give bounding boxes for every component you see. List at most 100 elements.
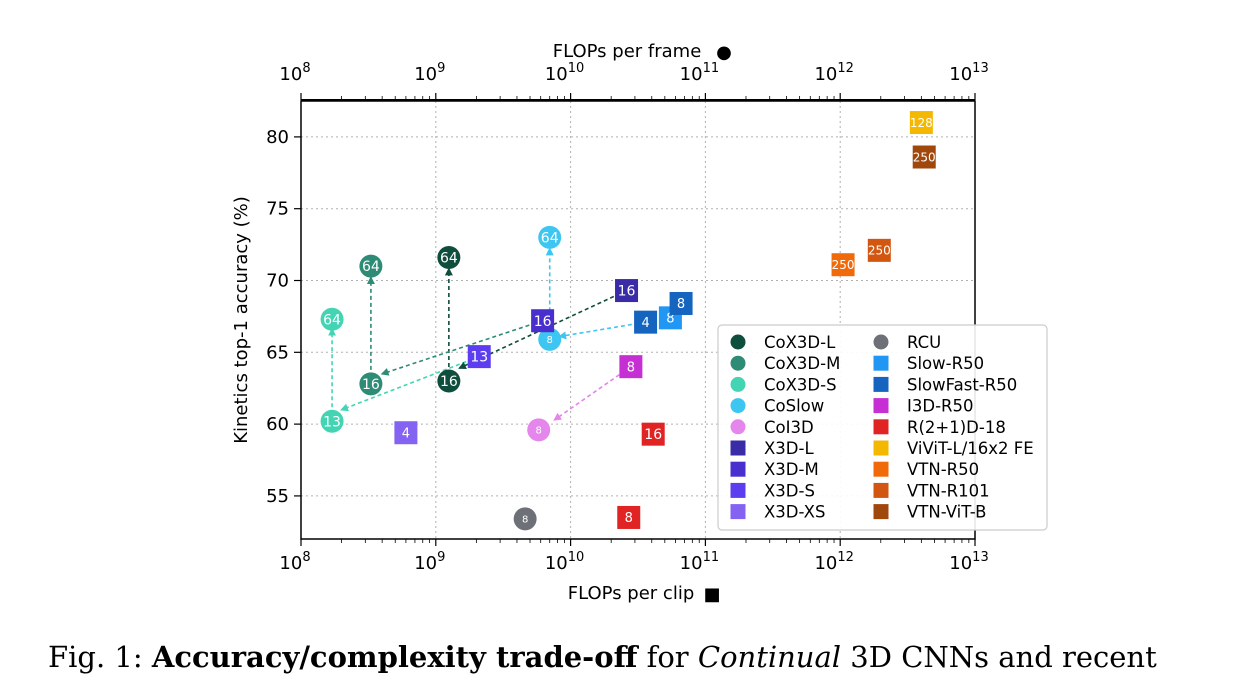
- legend-label: SlowFast-R50: [907, 375, 1017, 394]
- top-x-tick-label: 109: [414, 61, 445, 85]
- y-axis-label: Kinetics top-1 accuracy (%): [231, 196, 252, 444]
- legend-marker: [730, 376, 746, 392]
- legend-marker: [730, 504, 746, 520]
- point-label: 8: [522, 514, 528, 525]
- top-x-tick-label: 1013: [949, 61, 988, 85]
- point-marker: [359, 254, 383, 278]
- x-tick-label: 1011: [680, 550, 719, 574]
- y-tick-label: 80: [266, 127, 289, 148]
- caption-italic: Continual: [697, 640, 842, 674]
- point-marker: [831, 253, 855, 277]
- legend-label: I3D-R50: [907, 397, 973, 416]
- y-tick-label: 70: [266, 271, 289, 292]
- point-label: 4: [402, 426, 410, 441]
- point-label: 16: [534, 314, 552, 330]
- y-tick-label: 75: [266, 199, 289, 220]
- point-label: 13: [470, 350, 488, 366]
- legend-marker: [873, 482, 889, 498]
- point-marker: [669, 291, 693, 315]
- point-label: 128: [910, 116, 933, 130]
- point-marker: [531, 309, 555, 333]
- point-label: 16: [440, 374, 458, 390]
- caption-prefix: Fig. 1:: [48, 640, 152, 674]
- trade-off-arrow: [340, 355, 480, 412]
- point-marker: [619, 355, 643, 379]
- y-tick-label: 55: [266, 486, 289, 507]
- legend-label: CoI3D: [764, 418, 814, 437]
- point-marker: [359, 372, 383, 396]
- legend-marker: [730, 334, 746, 350]
- top-x-tick-label: 1011: [680, 61, 719, 85]
- top-x-tick-label: 1012: [814, 61, 853, 85]
- point-label: 64: [541, 230, 559, 246]
- legend-marker: [873, 504, 889, 520]
- point-label: 8: [666, 312, 674, 327]
- legend-label: CoX3D-M: [764, 354, 840, 373]
- point-label: 64: [362, 259, 380, 275]
- legend-marker: [873, 461, 889, 477]
- legend-label: Slow-R50: [907, 354, 984, 373]
- legend-label: ViViT-L/16x2 FE: [907, 439, 1034, 458]
- legend-marker: [730, 461, 746, 477]
- point-label: 64: [323, 312, 341, 328]
- point-marker: [513, 507, 537, 531]
- point-marker: [641, 422, 665, 446]
- point-marker: [320, 307, 344, 331]
- top-x-tick-label: 1010: [545, 61, 584, 85]
- x-tick-label: 109: [414, 550, 445, 574]
- x-axis-label: FLOPs per clip: [568, 583, 695, 604]
- point-marker: [437, 369, 461, 393]
- legend-marker: [873, 440, 889, 456]
- point-marker: [615, 279, 639, 303]
- legend-label: VTN-R50: [907, 460, 979, 479]
- point-label: 250: [868, 244, 891, 258]
- x-tick-label: 1012: [814, 550, 853, 574]
- caption-middle: for: [637, 640, 698, 674]
- legend-marker: [873, 355, 889, 371]
- legend-marker: [730, 440, 746, 456]
- legend-label: X3D-M: [764, 460, 819, 479]
- legend-marker: [730, 482, 746, 498]
- caption-suffix: 3D CNNs and recent: [841, 640, 1157, 674]
- point-label: 16: [644, 427, 662, 443]
- point-marker: [634, 310, 658, 334]
- legend-label: VTN-R101: [907, 481, 990, 500]
- point-marker: [912, 145, 936, 169]
- y-tick-label: 60: [266, 414, 289, 435]
- point-marker: [320, 409, 344, 433]
- legend-marker: [873, 419, 889, 435]
- legend-label: CoX3D-L: [764, 333, 836, 352]
- legend-label: RCU: [907, 333, 941, 352]
- point-label: 16: [618, 284, 636, 300]
- legend: CoX3D-L CoX3D-M CoX3D-S CoSlow CoI3D X3D-L X3D…: [717, 324, 1048, 531]
- point-label: 8: [677, 297, 685, 312]
- x-tick-label: 1013: [949, 550, 988, 574]
- legend-label: R(2+1)D-18: [907, 418, 1006, 437]
- top-axis-label-marker: ●: [716, 42, 732, 63]
- legend-marker: [730, 398, 746, 414]
- chart: 1664166413648648161613488488816128250250…: [231, 41, 1048, 605]
- point-label: 8: [547, 335, 553, 346]
- legend-label: CoX3D-S: [764, 375, 837, 394]
- legend-label: X3D-S: [764, 481, 815, 500]
- trade-off-arrow: [380, 319, 543, 376]
- figure-caption: Fig. 1: Accuracy/complexity trade-off fo…: [48, 640, 1238, 674]
- y-tick-label: 65: [266, 342, 289, 363]
- point-marker: [527, 418, 551, 442]
- legend-marker: [873, 334, 889, 350]
- legend-marker: [873, 376, 889, 392]
- legend-marker: [730, 355, 746, 371]
- point-label: 250: [913, 150, 936, 164]
- legend-label: CoSlow: [764, 397, 824, 416]
- point-label: 16: [362, 377, 380, 393]
- point-marker: [867, 238, 891, 262]
- point-label: 4: [641, 316, 649, 331]
- point-marker: [394, 421, 418, 445]
- top-axis-label: FLOPs per frame: [553, 41, 702, 62]
- point-label: 250: [832, 258, 855, 272]
- x-tick-label: 1010: [545, 550, 584, 574]
- legend-label: X3D-XS: [764, 503, 825, 522]
- point-marker: [617, 505, 641, 529]
- trade-off-arrow: [553, 366, 632, 421]
- point-label: 64: [440, 251, 458, 267]
